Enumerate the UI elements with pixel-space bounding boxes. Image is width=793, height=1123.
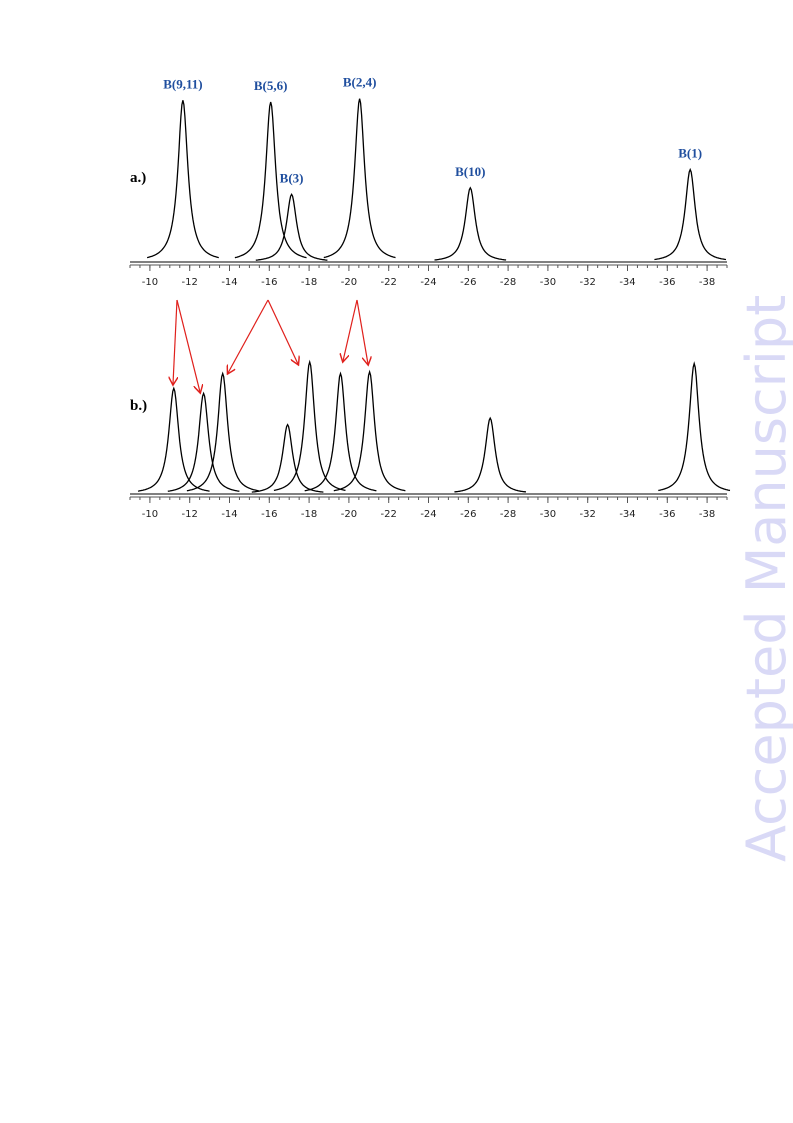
x-tick-label: -30	[540, 277, 556, 288]
x-tick-label: -28	[500, 509, 516, 520]
panel-label: a.)	[130, 170, 146, 186]
x-tick-label: -20	[341, 277, 357, 288]
x-tick-label: -38	[699, 509, 715, 520]
peak-label: B(9,11)	[163, 76, 202, 91]
x-tick-label: -16	[261, 277, 277, 288]
peak	[137, 386, 210, 492]
x-tick-label: -32	[580, 277, 596, 288]
peak-label: B(1)	[678, 146, 702, 161]
x-tick-label: -28	[500, 277, 516, 288]
x-tick-label: -18	[301, 277, 317, 288]
x-tick-label: -36	[659, 509, 675, 520]
x-tick-label: -22	[381, 277, 397, 288]
x-tick-label: -30	[540, 509, 556, 520]
peak	[323, 98, 396, 259]
watermark: Accepted Manuscript	[735, 295, 793, 862]
arrow	[176, 299, 200, 392]
peak	[333, 369, 406, 492]
peak-label: B(3)	[280, 170, 304, 185]
peak	[251, 423, 324, 493]
peak	[234, 101, 307, 259]
peak-label: B(5,6)	[254, 78, 288, 93]
x-tick-label: -24	[420, 509, 436, 520]
x-tick-label: -26	[460, 509, 476, 520]
peak	[255, 193, 328, 261]
x-tick-label: -26	[460, 277, 476, 288]
arrow	[228, 299, 269, 373]
panel-label: b.)	[130, 398, 147, 414]
arrows	[173, 299, 368, 392]
x-tick-label: -12	[182, 509, 198, 520]
peak-label: B(10)	[455, 164, 485, 179]
x-tick-label: -20	[341, 509, 357, 520]
peak-label: B(2,4)	[343, 75, 377, 90]
x-tick-label: -16	[261, 509, 277, 520]
x-tick-label: -36	[659, 277, 675, 288]
x-tick-label: -12	[182, 277, 198, 288]
peak	[304, 371, 377, 492]
peak	[658, 361, 731, 492]
peak	[273, 359, 346, 492]
arrow	[267, 299, 298, 364]
peak	[146, 100, 219, 259]
arrow	[173, 299, 177, 384]
x-tick-label: -22	[381, 509, 397, 520]
x-tick-label: -14	[221, 277, 237, 288]
x-tick-label: -24	[420, 277, 436, 288]
x-tick-label: -14	[221, 509, 237, 520]
x-tick-label: -10	[142, 277, 158, 288]
arrow	[343, 299, 358, 361]
x-tick-label: -32	[580, 509, 596, 520]
peak	[167, 391, 240, 492]
x-tick-label: -18	[301, 509, 317, 520]
x-tick-label: -34	[619, 509, 635, 520]
x-tick-label: -38	[699, 277, 715, 288]
peak	[654, 167, 727, 261]
peak	[454, 416, 527, 493]
x-tick-label: -34	[619, 277, 635, 288]
x-tick-label: -10	[142, 509, 158, 520]
peak	[434, 186, 507, 261]
peak	[186, 371, 259, 492]
arrow	[356, 299, 368, 364]
